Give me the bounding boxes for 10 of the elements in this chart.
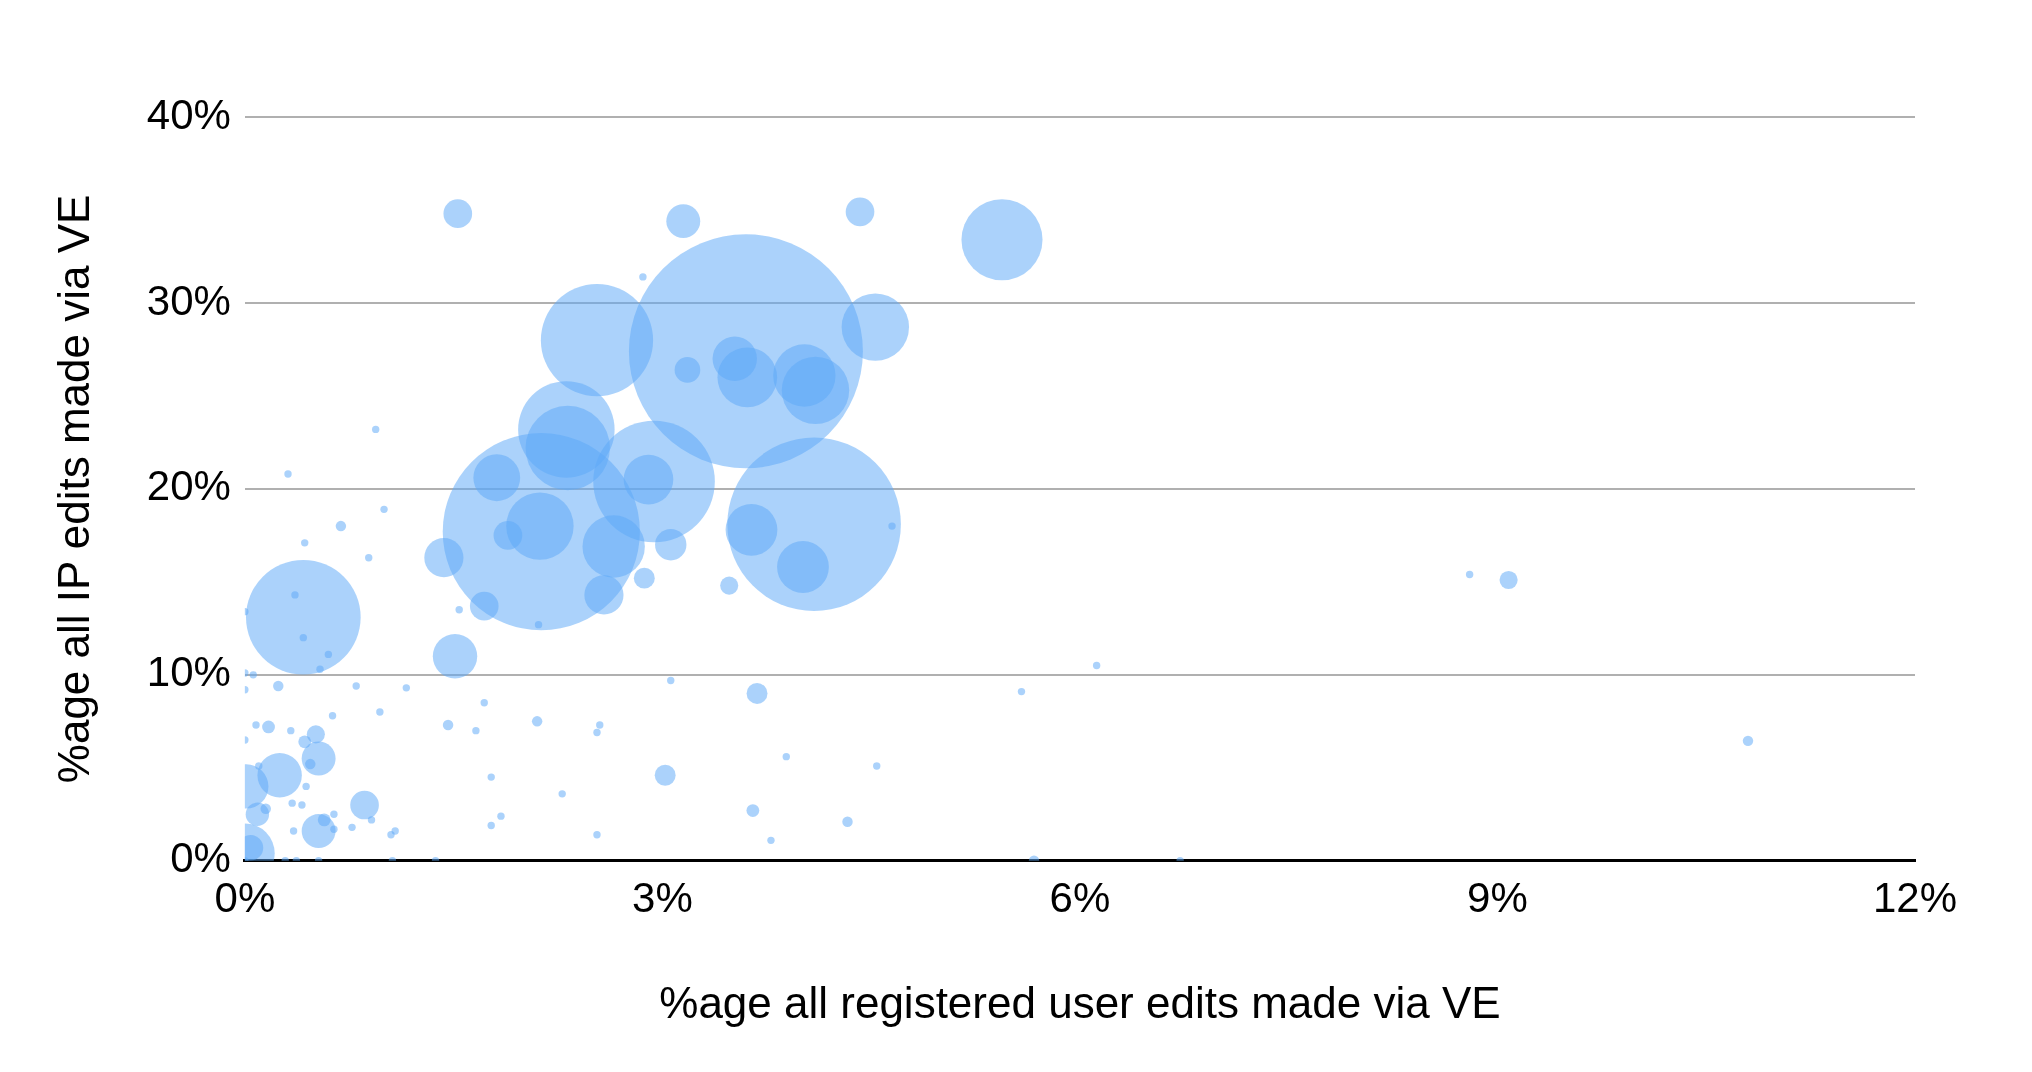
x-tick-label: 3%	[632, 873, 693, 921]
y-tick-label: 20%	[146, 462, 231, 510]
y-tick-label: 40%	[146, 90, 231, 138]
y-tick-label: 10%	[146, 648, 231, 696]
y-axis-title: %age all IP edits made via VE	[48, 194, 98, 784]
x-tick-label: 9%	[1467, 873, 1528, 921]
y-tick-label: 30%	[146, 276, 231, 324]
x-tick-label: 6%	[1049, 873, 1111, 921]
x-tick-label: 12%	[1872, 873, 1958, 921]
x-axis-title: %age all registered user edits made via VE	[659, 977, 1501, 1027]
